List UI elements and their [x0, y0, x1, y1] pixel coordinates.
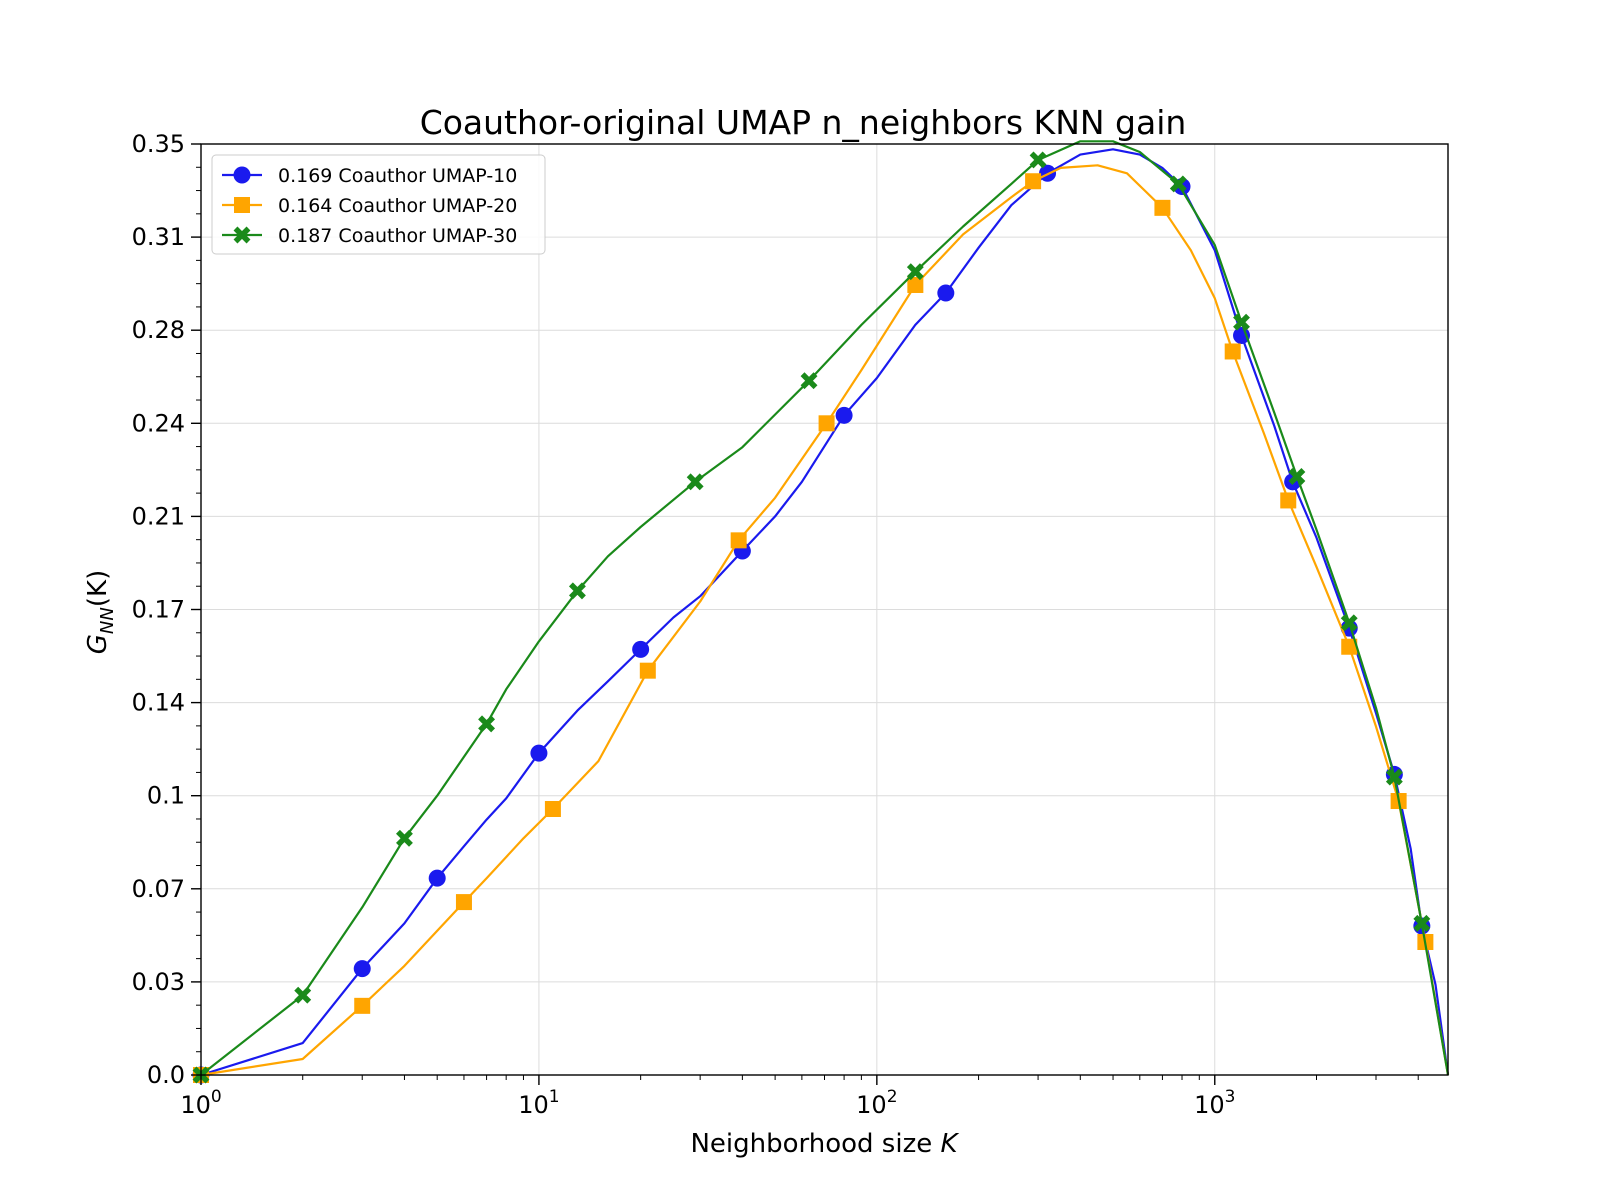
data-point	[835, 406, 853, 424]
data-point	[354, 997, 371, 1014]
y-tick-label: 0.28	[132, 316, 185, 344]
legend-item: 0.187 Coauthor UMAP-30	[222, 225, 517, 247]
y-axis-title: GNN(K)	[83, 570, 118, 654]
y-tick-label: 0.0	[147, 1061, 185, 1089]
data-point	[568, 582, 586, 600]
series-line	[200, 164, 1450, 1077]
y-tick-label: 0.1	[147, 782, 185, 810]
legend-item: 0.164 Coauthor UMAP-20	[222, 195, 517, 217]
data-point	[800, 372, 818, 390]
legend-label: 0.187 Coauthor UMAP-30	[278, 225, 517, 247]
x-axis: 100 101 102 103	[180, 1075, 1419, 1119]
chart-title: Coauthor-original UMAP n_neighbors KNN g…	[420, 103, 1187, 142]
data-point	[632, 640, 650, 658]
grid	[200, 143, 1448, 1076]
y-tick-label: 0.14	[132, 689, 185, 717]
data-point	[1154, 199, 1171, 216]
data-point	[1029, 151, 1047, 169]
series-line	[200, 148, 1450, 1077]
data-point	[1413, 914, 1431, 932]
legend-label: 0.164 Coauthor UMAP-20	[278, 195, 517, 217]
legend-marker	[233, 226, 251, 244]
data-point	[1025, 173, 1042, 190]
series-3	[192, 140, 1450, 1084]
data-point	[396, 829, 413, 847]
data-point	[1233, 313, 1250, 331]
data-point	[530, 744, 548, 762]
data-point	[455, 894, 472, 911]
data-point	[1224, 343, 1241, 360]
data-point	[1280, 492, 1297, 509]
x-tick-label: 101	[518, 1087, 559, 1119]
legend-marker	[234, 197, 250, 213]
data-point	[686, 473, 704, 491]
legend-box	[211, 154, 546, 255]
data-point	[818, 415, 835, 432]
y-tick-label: 0.35	[132, 130, 185, 158]
y-tick-label: 0.31	[132, 223, 185, 251]
data-point	[1169, 175, 1187, 193]
data-point	[1341, 638, 1358, 655]
data-point	[907, 276, 924, 293]
series-2	[193, 164, 1450, 1083]
legend-marker	[233, 166, 251, 184]
data-point	[1385, 768, 1403, 786]
x-tick-label: 102	[856, 1087, 897, 1119]
y-tick-label: 0.17	[132, 596, 185, 624]
series-layer	[192, 140, 1450, 1084]
data-point	[1288, 468, 1306, 485]
y-tick-label: 0.24	[132, 409, 185, 437]
data-point	[639, 662, 656, 679]
y-tick-label: 0.03	[132, 968, 185, 996]
data-point	[544, 801, 561, 817]
legend-label: 0.169 Coauthor UMAP-10	[278, 165, 517, 187]
data-point	[478, 715, 496, 733]
y-tick-label: 0.21	[132, 502, 185, 530]
data-point	[294, 986, 312, 1004]
data-point	[906, 263, 924, 281]
legend-item: 0.169 Coauthor UMAP-10	[222, 165, 517, 187]
y-tick-label: 0.07	[132, 875, 185, 903]
data-point	[730, 532, 747, 549]
data-point	[937, 284, 955, 302]
data-point	[428, 869, 446, 887]
x-tick-label: 100	[180, 1087, 221, 1119]
x-axis-title: Neighborhood size K	[690, 1129, 959, 1159]
series-line	[200, 140, 1450, 1076]
x-tick-label: 103	[1194, 1087, 1235, 1119]
data-point	[1340, 614, 1358, 632]
series-1	[192, 148, 1450, 1084]
y-axis: 0.0 0.03 0.07 0.1 0.14 0.17 0.21 0.24 0.28 0.31 0.…	[132, 130, 201, 1089]
legend: 0.169 Coauthor UMAP-10 0.164 Coauthor UMA…	[211, 154, 546, 255]
data-point	[353, 960, 371, 978]
